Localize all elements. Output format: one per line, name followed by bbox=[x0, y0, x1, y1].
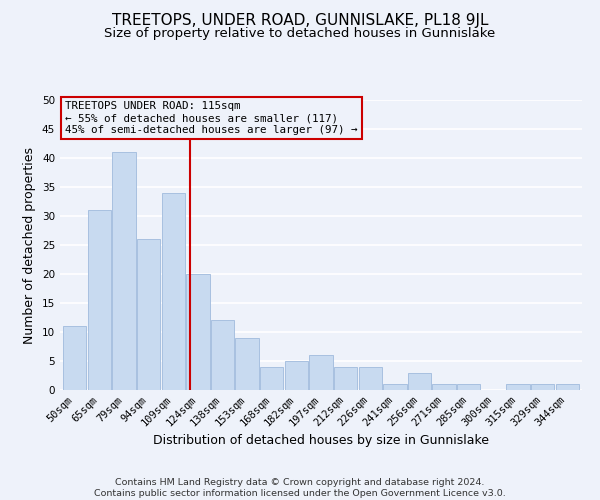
Y-axis label: Number of detached properties: Number of detached properties bbox=[23, 146, 37, 344]
Bar bbox=[88, 210, 111, 390]
Bar bbox=[211, 320, 234, 390]
Bar bbox=[506, 384, 530, 390]
Text: Size of property relative to detached houses in Gunnislake: Size of property relative to detached ho… bbox=[104, 28, 496, 40]
Text: Contains HM Land Registry data © Crown copyright and database right 2024.
Contai: Contains HM Land Registry data © Crown c… bbox=[94, 478, 506, 498]
Bar bbox=[408, 372, 431, 390]
Bar bbox=[531, 384, 554, 390]
Bar bbox=[334, 367, 358, 390]
Bar bbox=[260, 367, 283, 390]
Bar bbox=[235, 338, 259, 390]
Bar bbox=[137, 239, 160, 390]
Bar bbox=[457, 384, 481, 390]
Bar bbox=[112, 152, 136, 390]
Bar bbox=[186, 274, 209, 390]
Bar bbox=[63, 326, 86, 390]
Bar bbox=[284, 361, 308, 390]
Bar bbox=[556, 384, 579, 390]
Bar bbox=[433, 384, 456, 390]
Bar bbox=[359, 367, 382, 390]
Bar bbox=[310, 355, 332, 390]
Text: TREETOPS, UNDER ROAD, GUNNISLAKE, PL18 9JL: TREETOPS, UNDER ROAD, GUNNISLAKE, PL18 9… bbox=[112, 12, 488, 28]
Bar bbox=[383, 384, 407, 390]
Text: TREETOPS UNDER ROAD: 115sqm
← 55% of detached houses are smaller (117)
45% of se: TREETOPS UNDER ROAD: 115sqm ← 55% of det… bbox=[65, 102, 358, 134]
Bar bbox=[161, 193, 185, 390]
X-axis label: Distribution of detached houses by size in Gunnislake: Distribution of detached houses by size … bbox=[153, 434, 489, 447]
